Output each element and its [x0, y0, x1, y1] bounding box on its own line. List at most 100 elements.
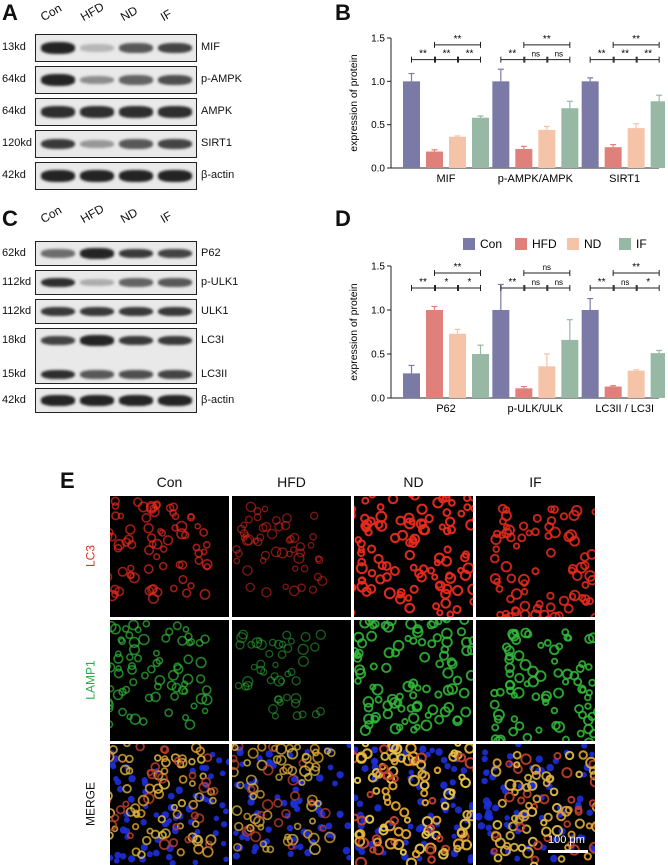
nucleus: [110, 855, 113, 861]
blot-band: [119, 307, 153, 317]
nucleus: [481, 778, 487, 784]
cell: [235, 683, 241, 689]
nucleus: [347, 744, 351, 748]
blot-band: [41, 278, 75, 288]
bar-if: [472, 354, 489, 398]
cell: [127, 654, 133, 660]
cell: [496, 586, 502, 592]
micro-image: [354, 620, 473, 741]
cell: [263, 800, 273, 810]
cell: [248, 749, 257, 758]
nucleus: [589, 752, 594, 757]
cell: [536, 728, 541, 733]
cell: [578, 731, 584, 737]
protein-label: LC3II: [201, 368, 227, 380]
cell: [142, 514, 150, 522]
cell: [354, 815, 358, 821]
cell: [200, 529, 207, 536]
cell: [538, 643, 543, 648]
cell: [171, 585, 177, 591]
nucleus: [226, 759, 229, 766]
cell: [587, 690, 592, 695]
cell: [443, 668, 452, 677]
cell: [471, 506, 473, 512]
cell: [203, 708, 208, 713]
cell: [308, 543, 313, 548]
cell: [201, 635, 209, 643]
cell: [401, 850, 406, 855]
cell: [170, 839, 177, 846]
cell: [514, 543, 519, 548]
cell: [311, 512, 318, 519]
bar-nd: [449, 334, 466, 398]
cell: [562, 768, 571, 777]
cell: [559, 856, 565, 862]
cell: [385, 800, 390, 805]
blot-band: [80, 106, 114, 117]
bar-if: [472, 118, 489, 168]
kd-label: 18kd: [2, 334, 26, 346]
cell: [507, 575, 515, 583]
nucleus: [336, 771, 343, 778]
nucleus: [142, 777, 148, 783]
nucleus: [429, 748, 435, 754]
sig-label: ns: [532, 278, 540, 287]
panel-letter-c: C: [2, 206, 18, 232]
cell: [443, 509, 450, 516]
cell: [515, 674, 523, 682]
cell: [119, 755, 126, 762]
cell: [395, 828, 403, 836]
sig-label: **: [644, 49, 652, 60]
sig-label: ns: [555, 278, 563, 287]
nucleus: [344, 822, 351, 829]
scale-bar: [548, 850, 588, 853]
bar-nd: [628, 371, 645, 398]
micro-image: [110, 620, 229, 741]
legend-swatch-con: [463, 238, 475, 250]
cell: [248, 641, 255, 648]
micro-image: [476, 620, 595, 741]
cell: [204, 542, 210, 548]
cell: [160, 563, 167, 570]
cell: [435, 768, 441, 774]
cell: [169, 671, 178, 680]
blot-band: [80, 140, 114, 148]
cell: [148, 666, 155, 673]
cell: [301, 633, 310, 642]
kd-label: 112kd: [2, 305, 31, 317]
cell: [449, 500, 455, 506]
cell: [373, 788, 379, 794]
cell: [392, 776, 397, 781]
cell: [561, 513, 567, 519]
bar-con: [403, 81, 420, 168]
cell: [274, 799, 282, 807]
protein-label: AMPK: [201, 105, 232, 117]
micro-image: [354, 744, 473, 865]
cell: [188, 583, 194, 589]
nucleus: [450, 779, 456, 785]
nucleus: [153, 850, 160, 857]
nucleus: [419, 746, 426, 753]
cell: [426, 713, 431, 718]
micro-tile: [476, 744, 595, 865]
cell: [166, 628, 173, 635]
cell: [453, 586, 462, 595]
cell: [164, 536, 173, 545]
nucleus: [354, 795, 358, 802]
bar-if: [561, 108, 578, 168]
nucleus: [287, 825, 293, 831]
cell: [203, 847, 213, 857]
nucleus: [233, 852, 240, 859]
blot-band: [41, 249, 75, 257]
nucleus: [297, 844, 304, 851]
cell: [458, 511, 464, 517]
cell: [147, 770, 152, 775]
y-tick-label: 1.0: [371, 306, 385, 317]
y-tick-label: 1.0: [371, 77, 385, 88]
cell: [310, 586, 317, 593]
nucleus: [581, 744, 587, 749]
kd-label: 62kd: [2, 247, 26, 259]
cell: [511, 844, 518, 851]
micro-tile: [354, 620, 473, 741]
